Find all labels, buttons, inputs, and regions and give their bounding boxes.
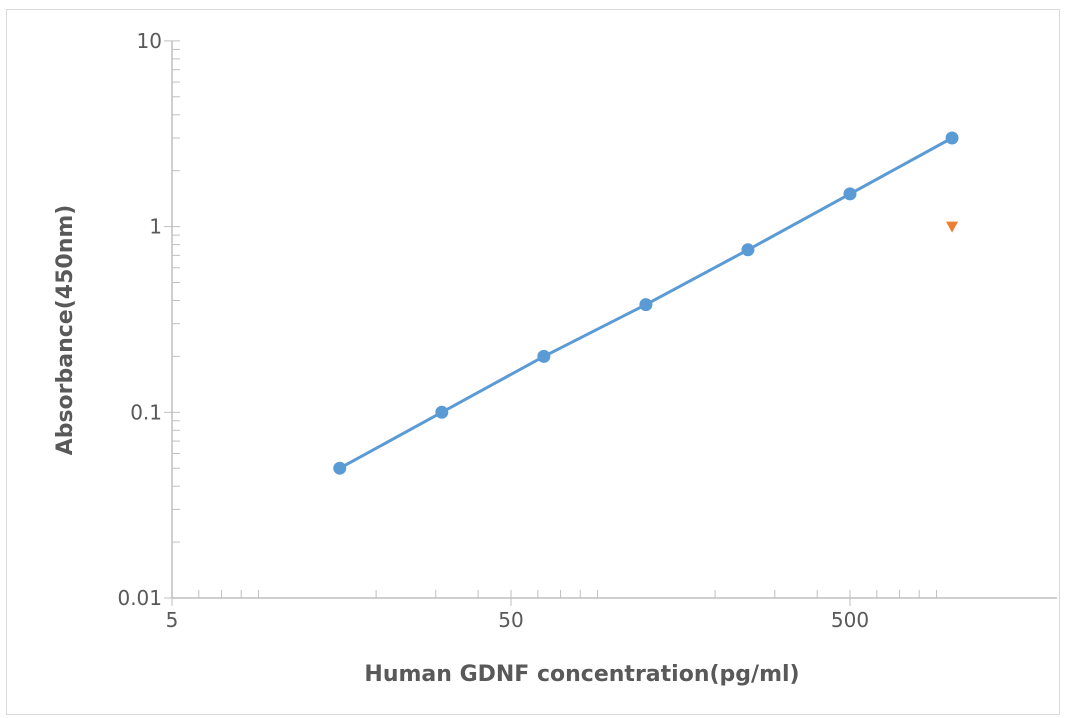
y-tick-label: 10 [137,29,162,53]
series-layer [333,131,959,475]
y-tick-label: 1 [149,215,162,239]
x-tick-label: 500 [831,608,869,632]
data-point [945,131,959,145]
series-0 [333,131,959,475]
y-tick-label: 0.1 [130,400,162,424]
x-tick-label: 5 [166,608,179,632]
x-axis-title: Human GDNF concentration(pg/ml) [364,662,799,687]
axes: 0.01 0.1 1 10 5 50 500 [117,29,1057,632]
chart-frame [6,9,1060,715]
data-point [435,405,449,419]
data-point [639,298,653,312]
data-point [537,349,551,363]
y-axis-title: Absorbance(450nm) [53,205,78,456]
axis-tick-labels: 0.01 0.1 1 10 5 50 500 [117,29,869,632]
y-tick-label: 0.01 [117,586,162,610]
data-point [843,187,857,201]
x-tick-label: 50 [498,608,523,632]
data-point [741,243,755,257]
axis-ticks [164,40,938,606]
data-point [333,461,347,475]
data-point [946,221,959,233]
series-1 [946,221,959,233]
